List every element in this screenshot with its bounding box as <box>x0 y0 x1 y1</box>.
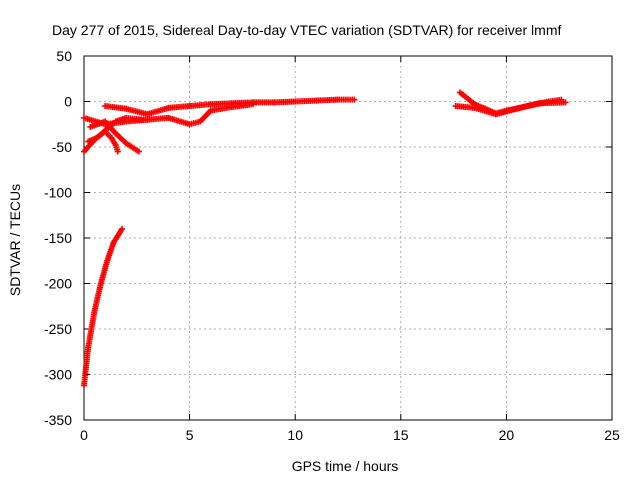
axis-ticks: 0 5 10 15 20 25 50 0 -50 -100 -150 -200 -250 -300 -350 <box>44 48 620 443</box>
x-tick-label: 0 <box>80 427 88 443</box>
data-points <box>81 89 569 389</box>
x-tick-label: 25 <box>604 427 620 443</box>
y-axis-label: SDTVAR / TECUs <box>7 184 23 296</box>
data-point <box>119 225 126 232</box>
x-tick-label: 15 <box>393 427 409 443</box>
y-tick-label: -300 <box>44 367 72 383</box>
data-point <box>351 96 358 103</box>
y-tick-label: -250 <box>44 321 72 337</box>
data-point <box>249 101 256 108</box>
x-tick-label: 10 <box>287 427 303 443</box>
x-tick-label: 5 <box>186 427 194 443</box>
x-axis-label: GPS time / hours <box>292 458 399 474</box>
data-point <box>135 148 142 155</box>
data-point <box>114 148 121 155</box>
y-tick-label: 50 <box>56 48 72 64</box>
x-tick-label: 20 <box>499 427 515 443</box>
chart-title: Day 277 of 2015, Sidereal Day-to-day VTE… <box>52 22 561 38</box>
grid-lines <box>84 56 612 420</box>
y-tick-label: -50 <box>52 139 72 155</box>
y-tick-label: -100 <box>44 185 72 201</box>
data-point <box>562 99 569 106</box>
y-tick-label: -350 <box>44 412 72 428</box>
y-tick-label: 0 <box>64 94 72 110</box>
y-tick-label: -150 <box>44 230 72 246</box>
y-tick-label: -200 <box>44 276 72 292</box>
data-point <box>140 116 147 123</box>
